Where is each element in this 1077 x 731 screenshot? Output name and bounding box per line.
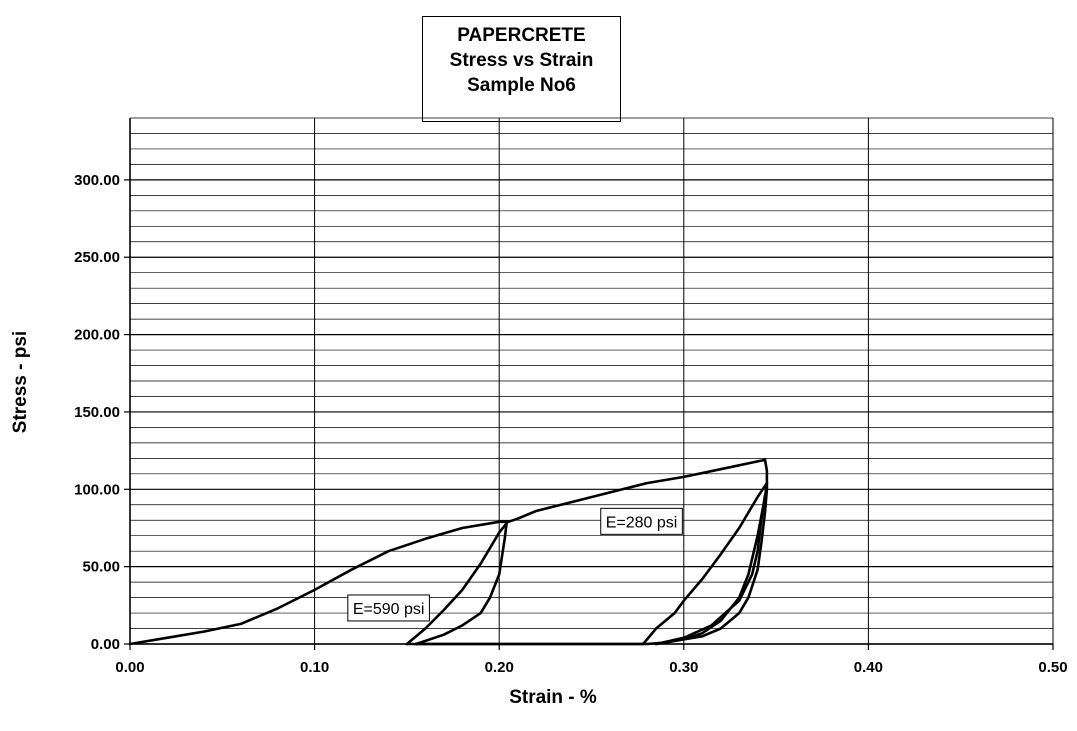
x-tick-label: 0.50 — [1038, 659, 1067, 676]
y-tick-label: 100.00 — [74, 481, 120, 498]
x-tick-label: 0.40 — [854, 659, 883, 676]
x-tick-label: 0.10 — [300, 659, 329, 676]
annotation-1: E=590 psi — [347, 594, 430, 622]
x-tick-label: 0.20 — [485, 659, 514, 676]
x-tick-label: 0.00 — [115, 659, 144, 676]
y-tick-label: 200.00 — [74, 327, 120, 344]
series-line-1 — [128, 458, 767, 646]
series-line-3 — [405, 521, 508, 646]
annotations: E=590 psi E=280 psi — [347, 507, 683, 622]
y-tick-label: 150.00 — [74, 404, 120, 421]
chart-title-line-3: Sample No6 — [467, 75, 576, 96]
y-tick-label: 300.00 — [74, 172, 120, 189]
series-line-8 — [654, 494, 767, 646]
annotation-2: E=280 psi — [600, 507, 683, 535]
chart-title: PAPERCRETE Stress vs Strain Sample No6 — [422, 16, 621, 122]
annotation-box — [600, 507, 683, 535]
y-axis-title: Stress - psi — [10, 331, 31, 433]
x-axis-title: Strain - % — [509, 687, 597, 708]
grid — [129, 117, 1054, 645]
series-line-4 — [414, 521, 508, 646]
axes: 0.00 0.10 0.20 0.30 0.40 0.50 0.00 50.00 100.00 1… — [74, 118, 1068, 676]
annotation-text: E=280 psi — [606, 514, 678, 531]
y-tick-label: 50.00 — [82, 559, 120, 576]
y-tick-label: 0.00 — [91, 636, 120, 653]
x-tick-label: 0.30 — [669, 659, 698, 676]
y-tick-label: 250.00 — [74, 249, 120, 266]
annotation-box — [347, 594, 430, 622]
series-line-2 — [405, 458, 769, 646]
series-line-6 — [641, 481, 769, 646]
data-series — [128, 458, 769, 646]
annotation-text: E=590 psi — [353, 601, 425, 618]
chart-title-line-2: Stress vs Strain — [449, 50, 594, 71]
chart-title-line-1: PAPERCRETE — [457, 25, 586, 46]
